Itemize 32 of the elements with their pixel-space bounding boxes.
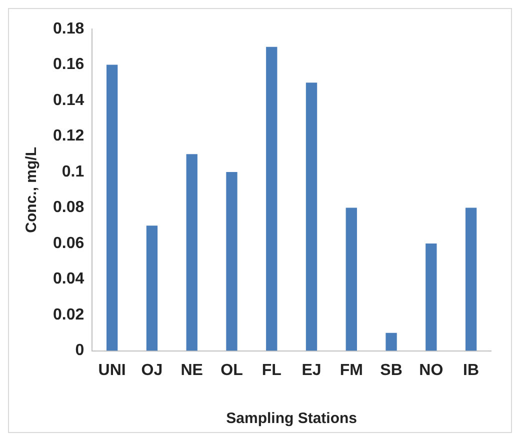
- x-tick-label: OJ: [141, 362, 163, 379]
- y-tick-label: 0.16: [53, 56, 84, 74]
- x-tick-label: NO: [419, 362, 444, 379]
- y-tick-label: 0.06: [53, 234, 84, 252]
- y-tick-label: 0: [75, 342, 84, 360]
- y-tick-label: 0.14: [53, 92, 84, 109]
- bar: [306, 82, 318, 351]
- x-tick-label: FL: [262, 362, 282, 379]
- bar: [426, 244, 437, 351]
- y-tick-label: 0.12: [53, 128, 84, 145]
- bar: [186, 154, 198, 351]
- bar: [465, 208, 477, 351]
- x-tick-label: NE: [180, 362, 204, 379]
- y-tick-label: 0.1: [62, 163, 84, 180]
- x-tick-label: EJ: [302, 362, 322, 379]
- y-tick-label: 0.02: [53, 306, 84, 324]
- bar: [266, 46, 278, 351]
- y-axis-title: Conc., mg/L: [23, 146, 40, 233]
- y-tick-label: 0.08: [53, 199, 84, 216]
- y-tick-label: 0.04: [53, 270, 84, 288]
- bar: [146, 226, 158, 351]
- bar: [106, 64, 118, 351]
- x-axis-title: Sampling Stations: [226, 410, 357, 428]
- x-tick-label: SB: [380, 362, 402, 379]
- bar: [226, 172, 238, 351]
- bar: [386, 332, 397, 351]
- x-tick-label: IB: [463, 362, 480, 379]
- bar: [346, 208, 357, 351]
- x-tick-label: UNI: [98, 362, 126, 379]
- x-tick-label: FM: [340, 362, 363, 379]
- x-tick-label: OL: [220, 362, 244, 379]
- y-tick-label: 0.18: [53, 20, 84, 38]
